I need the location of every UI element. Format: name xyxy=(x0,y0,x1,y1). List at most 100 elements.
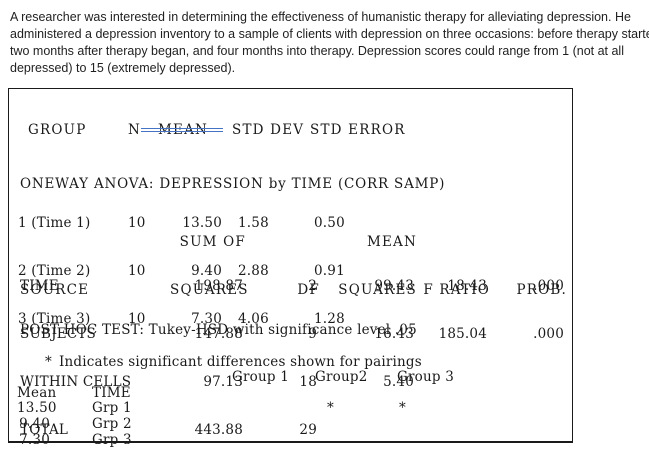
posthoc-matrix: Group 1 Group2 Group 3 Mean TIME 13.50 G… xyxy=(17,369,454,448)
table-row: TOTAL 443.88 29 xyxy=(20,422,567,438)
anova-title: ONEWAY ANOVA: DEPRESSION by TIME (CORR S… xyxy=(20,176,446,192)
empty-cell xyxy=(212,432,232,448)
empty-cell xyxy=(397,385,443,401)
empty-cell xyxy=(50,385,92,401)
anova-header-line2: SOURCE SQUARES DF SQUARES F RATIO PROB. xyxy=(20,282,567,298)
sum-of-squares-value: 147.88 xyxy=(194,326,243,342)
source-label: TOTAL xyxy=(20,422,69,438)
std-error-value: 0.91 xyxy=(314,263,345,279)
table-row: SUBJECTS 147.88 9 16.43 185.04 .000 xyxy=(20,326,567,342)
anova-header-prob: PROB. xyxy=(516,282,567,298)
pairing-cell xyxy=(232,416,278,432)
n-value: 10 xyxy=(128,215,146,231)
anova-header-line1: SUM OF MEAN xyxy=(20,234,567,250)
pairing-cell xyxy=(232,432,278,448)
table-row: 3 (Time 3) 10 7.30 4.06 1.28 xyxy=(18,311,430,327)
descriptives-header-std-dev: STD DEV xyxy=(232,122,305,138)
table-row: 1 (Time 1) 10 13.50 1.58 0.50 xyxy=(18,215,430,231)
empty-cell xyxy=(278,369,315,385)
descriptives-header-n: N xyxy=(128,122,142,138)
anova-header: SUM OF MEAN SOURCE SQUARES DF SQUARES F … xyxy=(20,202,567,330)
f-ratio-value: 18.43 xyxy=(447,278,487,294)
descriptives-header-mean: MEAN xyxy=(158,122,209,138)
empty-cell xyxy=(212,369,232,385)
source-label: TIME xyxy=(20,278,59,294)
std-error-value: 0.50 xyxy=(314,215,345,231)
mean-squares-value: 5.40 xyxy=(383,374,414,390)
empty-cell xyxy=(315,385,358,401)
prob-value xyxy=(490,422,567,438)
posthoc-note: * Indicates significant differences shown… xyxy=(20,338,422,386)
table-row: WITHIN CELLS 97.13 18 5.40 xyxy=(20,374,567,390)
group-row-label: Grp 2 xyxy=(92,416,132,433)
table-row: 2 (Time 2) 10 9.40 2.88 0.91 xyxy=(18,263,430,279)
df-value: 9 xyxy=(308,326,317,342)
std-dev-value: 1.58 xyxy=(238,215,269,231)
prob-value: .000 xyxy=(533,326,564,342)
empty-cell xyxy=(212,416,232,432)
std-dev-value: 2.88 xyxy=(238,263,269,279)
posthoc-row-header-time: TIME xyxy=(92,384,131,401)
source-label: WITHIN CELLS xyxy=(20,374,132,390)
mean-value: 9.40 xyxy=(191,263,222,279)
empty-cell xyxy=(50,432,92,448)
mean-value: 7.30 xyxy=(191,311,222,327)
empty-cell xyxy=(278,416,315,432)
pairing-cell xyxy=(315,432,358,448)
empty-cell xyxy=(358,432,397,448)
empty-cell xyxy=(50,400,92,416)
df-value: 18 xyxy=(299,374,317,390)
mean-value: 13.50 xyxy=(182,215,222,231)
anova-table: TIME 198.87 2 99.43 18.43 .000 SUBJECTS … xyxy=(20,246,567,470)
mean-value: 7.30 xyxy=(19,431,50,448)
group-label: 2 (Time 2) xyxy=(18,263,91,279)
source-label: SUBJECTS xyxy=(20,326,96,342)
empty-cell xyxy=(50,369,92,385)
pairing-cell xyxy=(397,416,443,432)
empty-cell xyxy=(17,369,50,385)
std-error-value: 1.28 xyxy=(314,311,345,327)
descriptives-header-row: GROUP N MEAN STD DEV STD ERROR xyxy=(18,122,430,138)
prob-value: .000 xyxy=(533,278,564,294)
significance-asterisk: * xyxy=(45,354,52,370)
anova-header-squares: SQUARES xyxy=(338,282,417,298)
empty-cell xyxy=(358,416,397,432)
mean-value: 13.50 xyxy=(17,400,57,417)
df-value: 29 xyxy=(299,422,317,438)
anova-header-squares: SQUARES xyxy=(170,282,249,298)
empty-cell xyxy=(358,369,397,385)
anova-header-sum-of: SUM OF xyxy=(179,234,246,250)
posthoc-col-header-group3: Group 3 xyxy=(397,369,454,385)
descriptives-header-std-error: STD ERROR xyxy=(310,122,406,138)
descriptives-header-group: GROUP xyxy=(28,122,87,138)
significance-asterisk: * xyxy=(399,400,406,417)
empty-cell xyxy=(358,400,397,416)
grammar-underline-mark xyxy=(141,128,223,132)
sum-of-squares-value: 97.13 xyxy=(203,374,243,390)
intro-paragraph: A researcher was interested in determini… xyxy=(10,9,649,77)
empty-cell xyxy=(278,400,315,416)
mean-squares-value: 99.43 xyxy=(374,278,414,294)
intro-line: two months after therapy began, and four… xyxy=(10,44,624,58)
group-label: 3 (Time 3) xyxy=(18,311,91,327)
table-row: TIME 198.87 2 99.43 18.43 .000 xyxy=(20,278,567,294)
mean-squares-value: 16.43 xyxy=(374,326,414,342)
results-box: GROUP N MEAN STD DEV STD ERROR 1 (Time 1… xyxy=(8,88,573,448)
significance-asterisk: * xyxy=(327,400,334,417)
df-value: 2 xyxy=(308,278,317,294)
empty-cell xyxy=(212,385,232,401)
sum-of-squares-value: 198.87 xyxy=(194,278,243,294)
prob-value xyxy=(490,374,567,390)
posthoc-note-text: Indicates significant differences shown … xyxy=(58,354,422,370)
posthoc-col-header-group1: Group 1 xyxy=(232,369,289,385)
empty-cell xyxy=(50,416,92,432)
anova-header-df: DF xyxy=(297,282,320,298)
n-value: 10 xyxy=(128,263,146,279)
group-row-label: Grp 3 xyxy=(92,431,132,448)
n-value: 10 xyxy=(128,311,146,327)
posthoc-title: POST HOC TEST: Tukey-HSD with significan… xyxy=(20,322,417,338)
intro-line: depressed) to 15 (extremely depressed). xyxy=(10,61,236,75)
empty-cell xyxy=(92,369,212,385)
intro-line: administered a depression inventory to a… xyxy=(10,27,649,41)
empty-cell xyxy=(278,385,315,401)
